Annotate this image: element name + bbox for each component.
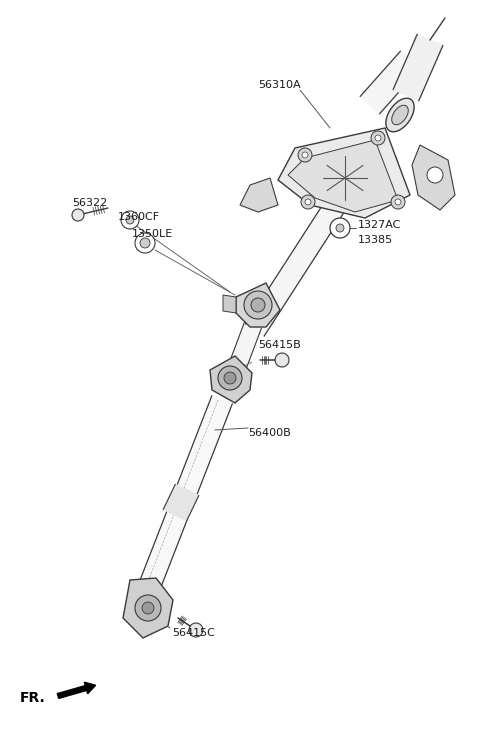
- Polygon shape: [360, 51, 420, 114]
- Circle shape: [72, 209, 84, 221]
- Circle shape: [224, 372, 236, 384]
- Polygon shape: [138, 396, 232, 594]
- Text: 1360CF: 1360CF: [118, 212, 160, 222]
- FancyArrow shape: [57, 683, 96, 699]
- Circle shape: [375, 135, 381, 141]
- Text: 13385: 13385: [358, 235, 393, 245]
- Circle shape: [336, 224, 344, 232]
- Circle shape: [391, 195, 405, 209]
- Polygon shape: [240, 178, 278, 212]
- Text: 56310A: 56310A: [258, 80, 300, 90]
- Circle shape: [126, 216, 134, 224]
- Polygon shape: [288, 140, 398, 212]
- Circle shape: [135, 595, 161, 621]
- Circle shape: [302, 152, 308, 158]
- Ellipse shape: [386, 99, 414, 132]
- Text: 1327AC: 1327AC: [358, 220, 401, 230]
- Circle shape: [244, 291, 272, 319]
- Polygon shape: [246, 169, 364, 336]
- Circle shape: [251, 298, 265, 312]
- Circle shape: [330, 218, 350, 238]
- Circle shape: [135, 233, 155, 253]
- Polygon shape: [223, 295, 236, 313]
- Polygon shape: [163, 485, 199, 520]
- Polygon shape: [210, 356, 252, 403]
- Text: 56415B: 56415B: [258, 340, 301, 350]
- Polygon shape: [236, 283, 280, 327]
- Text: FR.: FR.: [20, 691, 46, 705]
- Text: 56415C: 56415C: [172, 628, 215, 638]
- Polygon shape: [393, 34, 443, 101]
- Circle shape: [371, 131, 385, 145]
- Polygon shape: [278, 128, 410, 218]
- Circle shape: [305, 199, 311, 205]
- Ellipse shape: [392, 105, 408, 125]
- Circle shape: [140, 238, 150, 248]
- Text: 56322: 56322: [72, 198, 107, 208]
- Circle shape: [189, 623, 203, 637]
- Circle shape: [301, 195, 315, 209]
- Circle shape: [142, 602, 154, 614]
- Text: 56400B: 56400B: [248, 428, 291, 438]
- Polygon shape: [412, 145, 455, 210]
- Circle shape: [121, 211, 139, 229]
- Circle shape: [427, 167, 443, 183]
- Circle shape: [298, 148, 312, 162]
- Circle shape: [275, 353, 289, 367]
- Text: 1350LE: 1350LE: [132, 229, 173, 239]
- Circle shape: [395, 199, 401, 205]
- Circle shape: [218, 366, 242, 390]
- Polygon shape: [123, 578, 173, 638]
- Polygon shape: [229, 322, 262, 368]
